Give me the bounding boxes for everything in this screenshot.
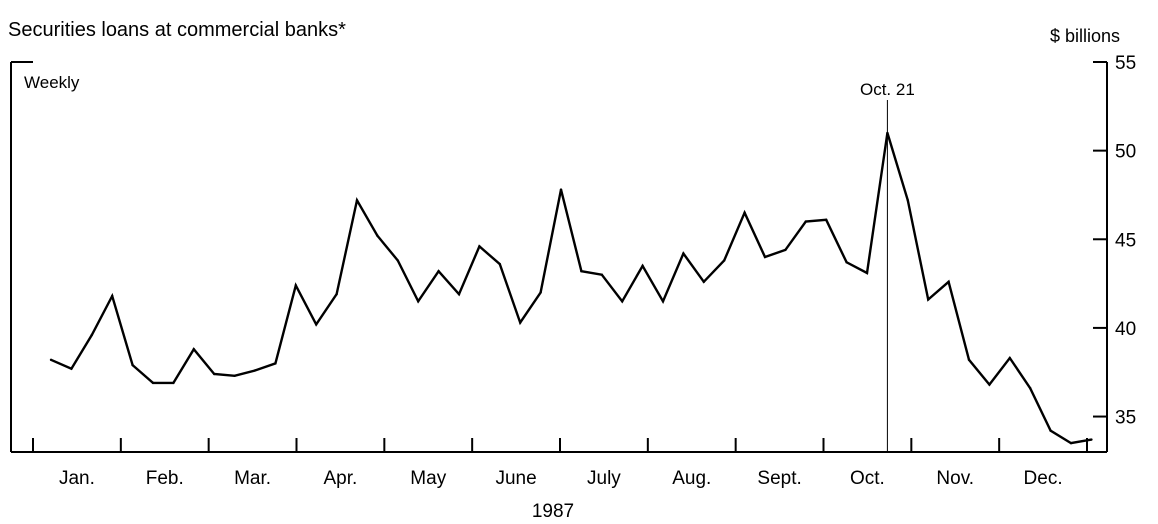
y-tick-label: 45 (1115, 230, 1136, 251)
data-point (192, 347, 195, 351)
data-point (151, 381, 155, 385)
data-point (1069, 441, 1073, 445)
data-point (661, 300, 665, 303)
data-point (396, 259, 399, 262)
data-point (172, 381, 175, 385)
data-point (457, 293, 461, 296)
data-point (967, 358, 971, 362)
data-point (90, 333, 94, 337)
data-point (825, 218, 828, 221)
data-point (437, 269, 440, 273)
data-point (294, 284, 297, 287)
data-point (1008, 356, 1011, 360)
series-line (50, 132, 1092, 445)
data-point (376, 234, 379, 237)
data-point (743, 211, 746, 214)
x-tick-label: Jan. (59, 468, 95, 489)
data-point (498, 262, 501, 266)
data-point (906, 199, 909, 202)
annotation-label: Oct. 21 (860, 80, 915, 99)
x-tick-label: Aug. (672, 468, 711, 489)
data-point (315, 323, 318, 326)
x-tick-label: June (495, 468, 536, 489)
data-point (865, 271, 869, 275)
data-point (49, 358, 53, 362)
data-point (621, 300, 624, 303)
x-axis-year-label: 1987 (532, 501, 574, 522)
data-point (845, 261, 848, 264)
x-tick-label: Nov. (936, 468, 974, 489)
x-tick-label: Feb. (146, 468, 184, 489)
frequency-label: Weekly (24, 73, 80, 92)
x-tick-label: Oct. (850, 468, 885, 489)
data-point (947, 280, 950, 284)
data-point (723, 259, 726, 262)
x-tick-label: Mar. (234, 468, 271, 489)
data-point (1029, 386, 1032, 390)
data-point (641, 264, 644, 268)
data-point (213, 372, 216, 376)
data-point (600, 273, 603, 276)
data-point (1049, 429, 1052, 432)
data-point (804, 220, 807, 223)
y-tick-label: 35 (1115, 408, 1136, 429)
data-point (478, 245, 481, 248)
data-point (274, 362, 277, 365)
data-point (927, 298, 930, 301)
data-point (111, 294, 114, 298)
data-point (702, 280, 705, 284)
data-point (763, 255, 767, 259)
x-tick-label: May (410, 468, 446, 489)
x-tick-label: Sept. (757, 468, 801, 489)
data-point (580, 269, 583, 273)
y-tick-label: 50 (1115, 142, 1136, 163)
data-point (417, 300, 420, 303)
data-point (682, 252, 685, 255)
x-tick-label: Apr. (324, 468, 358, 489)
data-point (784, 248, 787, 252)
data-point (131, 363, 134, 367)
y-tick-label: 40 (1115, 319, 1136, 340)
data-point (539, 291, 542, 294)
data-point (988, 383, 991, 386)
data-point (253, 369, 257, 372)
x-tick-label: Dec. (1024, 468, 1063, 489)
data-point (355, 199, 359, 202)
plot-area: 35 40 45 50 55 Jan. Feb. Mar. Apr. May June July Aug… (10, 53, 1136, 489)
data-point (886, 131, 889, 135)
unit-label: $ billions (1050, 26, 1120, 46)
x-tick-label: July (587, 468, 621, 489)
chart-title: Securities loans at commercial banks* (8, 19, 346, 41)
data-point (559, 188, 563, 191)
data-point (233, 374, 236, 377)
data-point (519, 321, 522, 324)
data-point (335, 293, 338, 296)
data-point (70, 367, 73, 370)
data-point (1090, 438, 1093, 441)
y-tick-label: 55 (1115, 53, 1136, 74)
